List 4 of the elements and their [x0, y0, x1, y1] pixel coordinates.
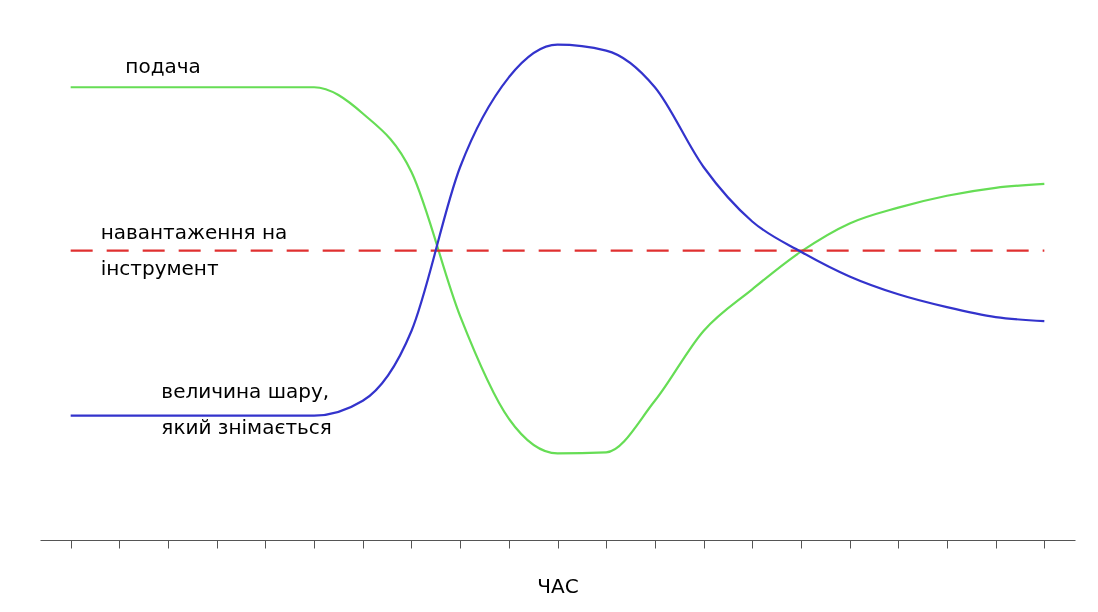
series-label: подача	[125, 54, 201, 79]
series-label: величина шару, який знімається	[161, 378, 332, 439]
series-label: навантаження на інструмент	[100, 219, 288, 280]
x-axis-title: ЧАС	[537, 574, 579, 598]
